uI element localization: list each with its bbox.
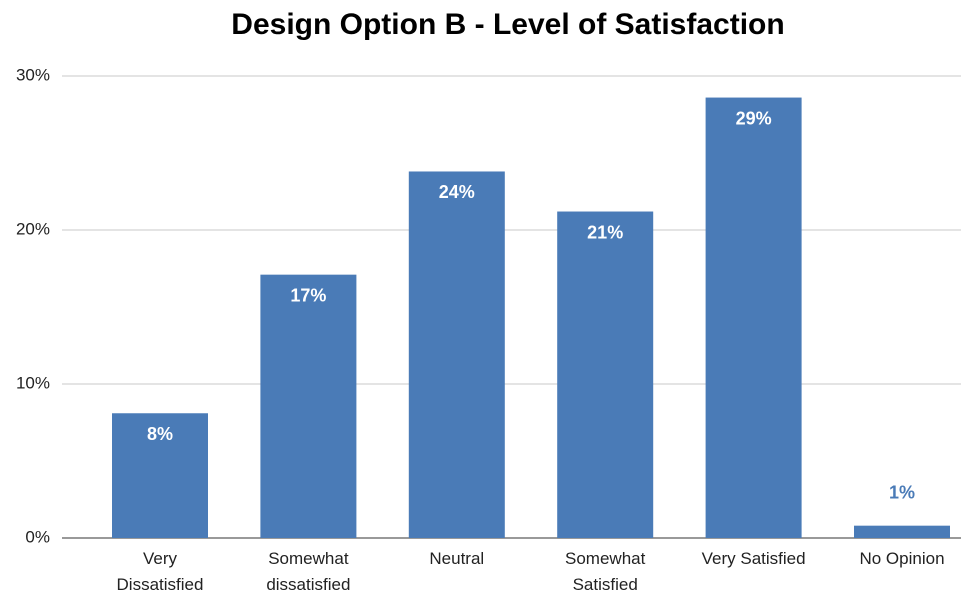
x-tick-label: Neutral <box>429 549 485 568</box>
data-label: 17% <box>290 285 326 305</box>
bar <box>112 413 208 538</box>
data-label: 29% <box>736 108 772 128</box>
chart-title: Design Option B - Level of Satisfaction <box>231 8 784 41</box>
bar <box>408 171 505 539</box>
x-tick-label: Somewhat dissatisfied <box>266 549 351 594</box>
bar <box>260 274 357 538</box>
data-label: 24% <box>439 182 475 202</box>
y-tick-label: 0% <box>25 527 50 546</box>
data-label: 8% <box>147 424 173 444</box>
x-tick-label: Somewhat Satisfied <box>565 549 646 594</box>
bar <box>557 211 654 538</box>
x-tick-label: Very Satisfied <box>701 549 806 568</box>
bar <box>854 525 950 538</box>
data-label: 21% <box>587 222 623 242</box>
data-label: 1% <box>889 482 915 502</box>
x-tick-label: Very Dissatisfied <box>116 549 204 594</box>
y-tick-label: 30% <box>16 65 50 84</box>
bar <box>705 97 802 538</box>
x-tick-label: No Opinion <box>859 549 945 568</box>
y-tick-label: 20% <box>16 219 50 238</box>
y-tick-label: 10% <box>16 373 50 392</box>
